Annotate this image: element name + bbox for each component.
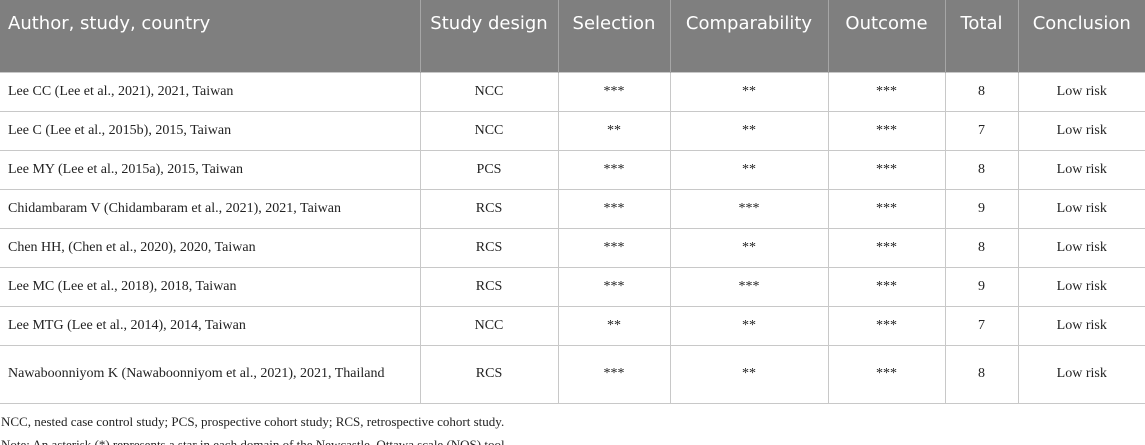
table-cell: NCC xyxy=(419,110,559,151)
table-cell: *** xyxy=(669,188,829,229)
table-cell: RCS xyxy=(419,344,559,404)
table-cell: *** xyxy=(557,227,671,268)
header-cell: Study design xyxy=(419,0,558,72)
table-cell: Low risk xyxy=(1017,344,1145,404)
table-cell: ** xyxy=(557,110,671,151)
header-cell: Comparability xyxy=(669,0,828,72)
header-cell: Outcome xyxy=(827,0,945,72)
table-cell: *** xyxy=(827,149,946,190)
data-table: Author, study, country Study design Select… xyxy=(0,0,1145,404)
table-row: Lee C (Lee et al., 2015b), 2015, Taiwan N… xyxy=(0,110,1145,151)
table-cell: RCS xyxy=(419,266,559,307)
table-cell: NCC xyxy=(419,71,559,112)
table-row: Lee MY (Lee et al., 2015a), 2015, Taiwan… xyxy=(0,149,1145,190)
table-cell: RCS xyxy=(419,227,559,268)
table-cell: *** xyxy=(557,71,671,112)
table-cell: 9 xyxy=(944,188,1019,229)
table-cell: RCS xyxy=(419,188,559,229)
table-row: Chen HH, (Chen et al., 2020), 2020, Taiw… xyxy=(0,227,1145,268)
table-cell: 8 xyxy=(944,71,1019,112)
table-cell: *** xyxy=(557,344,671,404)
table-cell: Lee MC (Lee et al., 2018), 2018, Taiwan xyxy=(0,266,421,307)
table-cell: *** xyxy=(557,149,671,190)
header-cell: Selection xyxy=(557,0,670,72)
table-cell: PCS xyxy=(419,149,559,190)
table-cell: Lee MTG (Lee et al., 2014), 2014, Taiwan xyxy=(0,305,421,346)
table-cell: Lee MY (Lee et al., 2015a), 2015, Taiwan xyxy=(0,149,421,190)
table-row: Lee MC (Lee et al., 2018), 2018, Taiwan R… xyxy=(0,266,1145,307)
notes: NCC, nested case control study; PCS, pro… xyxy=(0,404,1145,445)
table-cell: ** xyxy=(669,110,829,151)
table-cell: *** xyxy=(557,188,671,229)
table-cell: Lee CC (Lee et al., 2021), 2021, Taiwan xyxy=(0,71,421,112)
table-cell: NCC xyxy=(419,305,559,346)
table-cell: Nawaboonniyom K (Nawaboonniyom et al., 2… xyxy=(0,344,421,404)
table-cell: ** xyxy=(669,344,829,404)
table-cell: Low risk xyxy=(1017,266,1145,307)
table-cell: *** xyxy=(669,266,829,307)
table-cell: *** xyxy=(827,71,946,112)
table-cell: Low risk xyxy=(1017,305,1145,346)
table-cell: Low risk xyxy=(1017,110,1145,151)
table-cell: ** xyxy=(669,149,829,190)
table-cell: Low risk xyxy=(1017,227,1145,268)
table-cell: Low risk xyxy=(1017,149,1145,190)
table-cell: *** xyxy=(827,227,946,268)
header-row: Author, study, country Study design Select… xyxy=(0,0,1145,72)
table-row: Nawaboonniyom K (Nawaboonniyom et al., 2… xyxy=(0,344,1145,404)
table-cell: ** xyxy=(557,305,671,346)
table-cell: 9 xyxy=(944,266,1019,307)
header-cell: Conclusion xyxy=(1017,0,1145,72)
header-cell: Total xyxy=(944,0,1018,72)
table-cell: 8 xyxy=(944,344,1019,404)
table-cell: 7 xyxy=(944,110,1019,151)
table-cell: Chidambaram V (Chidambaram et al., 2021)… xyxy=(0,188,421,229)
note: Note: An asterisk (*) represents a star … xyxy=(1,436,508,445)
header-cell: Author, study, country xyxy=(0,0,420,72)
table-body: Lee CC (Lee et al., 2021), 2021, Taiwan N… xyxy=(0,71,1145,404)
note: NCC, nested case control study; PCS, pro… xyxy=(1,413,505,429)
table-row: Chidambaram V (Chidambaram et al., 2021)… xyxy=(0,188,1145,229)
table-cell: ** xyxy=(669,71,829,112)
table-cell: 8 xyxy=(944,227,1019,268)
table-cell: Chen HH, (Chen et al., 2020), 2020, Taiw… xyxy=(0,227,421,268)
table-row: Lee MTG (Lee et al., 2014), 2014, Taiwan… xyxy=(0,305,1145,346)
table-cell: 8 xyxy=(944,149,1019,190)
table-cell: Low risk xyxy=(1017,71,1145,112)
table-cell: *** xyxy=(827,344,946,404)
table-cell: ** xyxy=(669,227,829,268)
table-cell: *** xyxy=(827,305,946,346)
table-row: Lee CC (Lee et al., 2021), 2021, Taiwan N… xyxy=(0,71,1145,112)
table-cell: Lee C (Lee et al., 2015b), 2015, Taiwan xyxy=(0,110,421,151)
table-cell: *** xyxy=(827,110,946,151)
table-cell: ** xyxy=(669,305,829,346)
table-cell: *** xyxy=(827,266,946,307)
table-cell: *** xyxy=(827,188,946,229)
table-cell: *** xyxy=(557,266,671,307)
table-cell: Low risk xyxy=(1017,188,1145,229)
table-cell: 7 xyxy=(944,305,1019,346)
